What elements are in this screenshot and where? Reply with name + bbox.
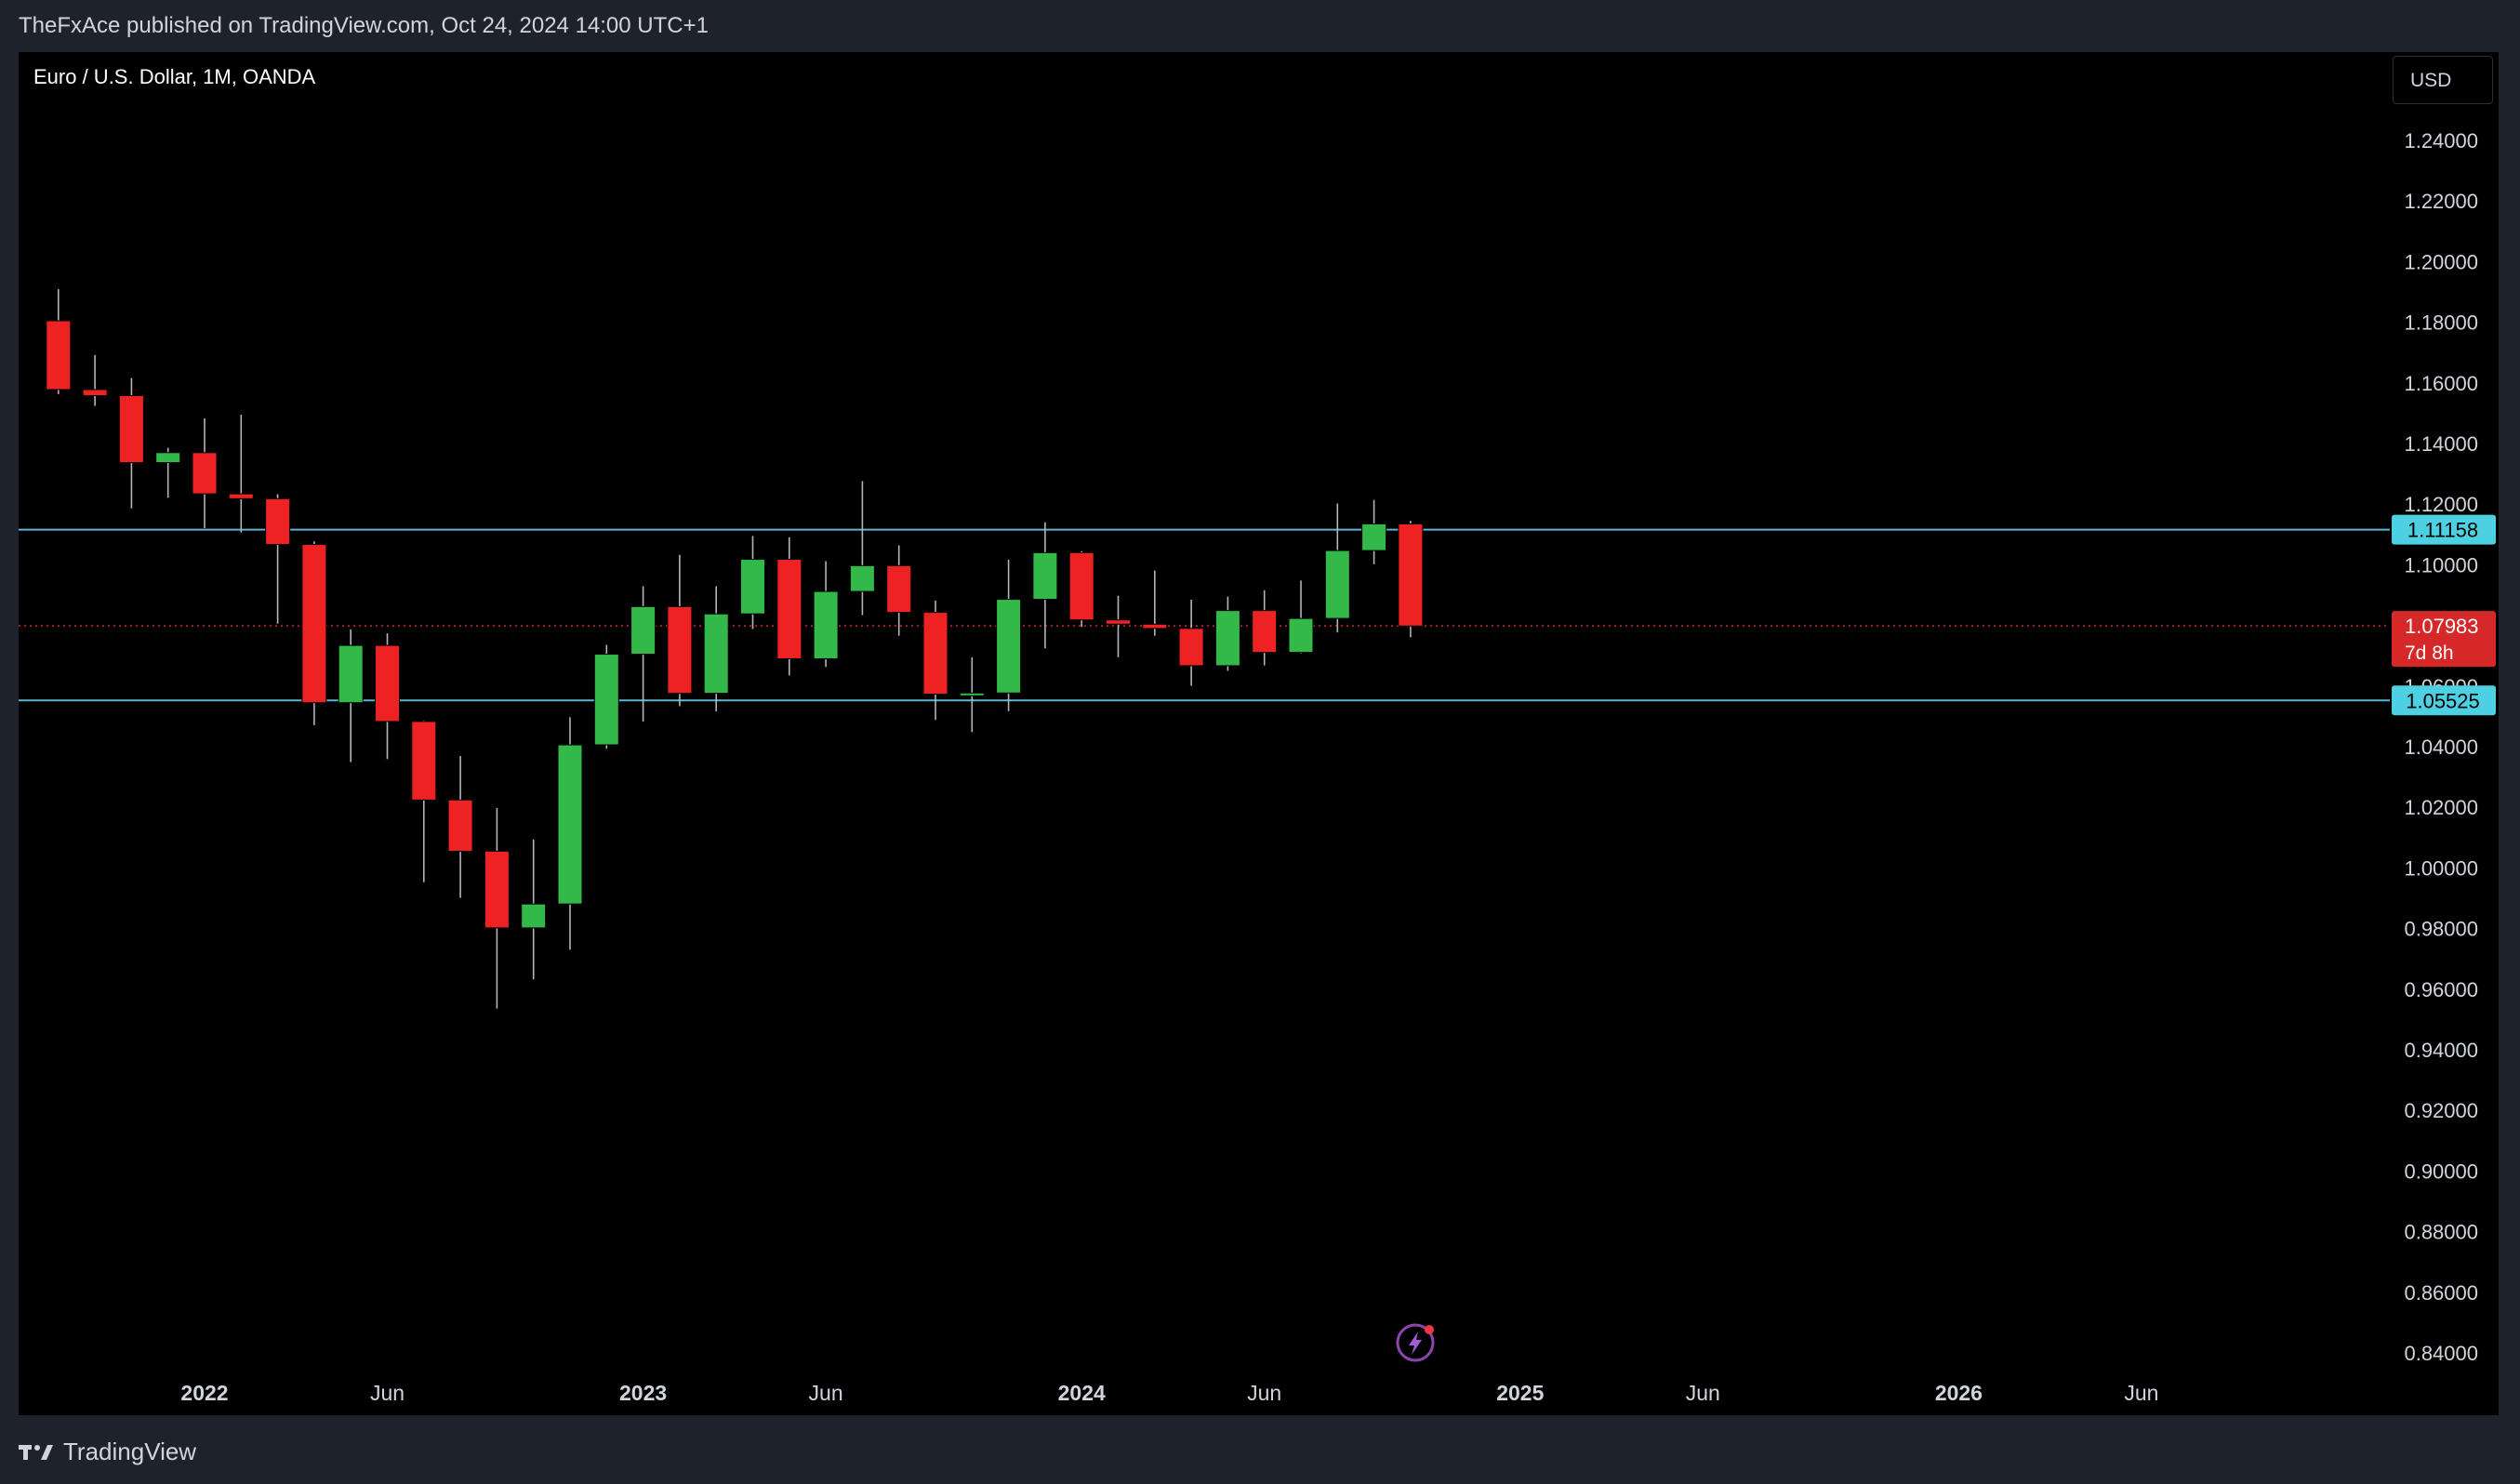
x-axis-tick-label: Jun — [2124, 1381, 2158, 1405]
candle-body[interactable] — [1178, 628, 1204, 667]
x-axis-tick-label: 2022 — [180, 1381, 228, 1405]
candle-body[interactable] — [1214, 610, 1240, 667]
candle-body[interactable] — [82, 389, 108, 396]
y-axis-tick-label: 1.14000 — [2404, 432, 2478, 456]
candle-body[interactable] — [265, 497, 291, 546]
x-axis-tick-label: Jun — [1686, 1381, 1720, 1405]
y-axis-tick-label: 1.22000 — [2404, 190, 2478, 213]
x-axis-tick-label: Jun — [1247, 1381, 1281, 1405]
chart-pane[interactable]: 1.24000 1.22000 1.20000 1.18000 1.16000 1.140… — [19, 52, 2499, 1415]
candle-body[interactable] — [228, 493, 254, 499]
candle-body[interactable] — [1252, 610, 1278, 654]
candle-body[interactable] — [959, 692, 985, 696]
candle-body[interactable] — [1068, 551, 1094, 621]
y-axis-tick-label: 0.94000 — [2404, 1039, 2478, 1062]
candle-body[interactable] — [192, 452, 218, 495]
y-axis-tick-label: 0.86000 — [2404, 1281, 2478, 1305]
x-axis-tick-label: 2025 — [1496, 1381, 1544, 1405]
level-price-label: 1.05525 — [2406, 689, 2480, 712]
candle-body[interactable] — [557, 744, 583, 905]
candle-body[interactable] — [375, 644, 400, 722]
candle-body[interactable] — [776, 559, 802, 659]
candle-body[interactable] — [740, 559, 765, 615]
candle-body[interactable] — [447, 799, 473, 852]
y-axis-tick-label: 1.02000 — [2404, 796, 2478, 819]
candle-body[interactable] — [630, 605, 657, 656]
tradingview-logo-icon — [19, 1444, 53, 1460]
y-axis-tick-label: 0.90000 — [2404, 1159, 2478, 1183]
candlestick-chart[interactable]: 1.24000 1.22000 1.20000 1.18000 1.16000 1.140… — [19, 52, 2499, 1415]
x-axis-tick-label: Jun — [370, 1381, 405, 1405]
candle-body[interactable] — [155, 452, 181, 464]
candle-body[interactable] — [46, 320, 72, 391]
candle-body[interactable] — [593, 654, 619, 746]
candle-body[interactable] — [301, 544, 327, 704]
candle-body[interactable] — [849, 564, 875, 592]
y-axis-tick-label: 1.12000 — [2404, 493, 2478, 516]
brand-label: TradingView — [63, 1438, 197, 1465]
candle-body[interactable] — [1398, 523, 1424, 627]
notification-dot — [1425, 1325, 1434, 1334]
x-axis-tick-label: Jun — [809, 1381, 843, 1405]
y-axis-tick-label: 1.24000 — [2404, 129, 2478, 152]
lightning-bolt-icon[interactable] — [1396, 1323, 1435, 1362]
candle-body[interactable] — [411, 721, 437, 801]
y-axis-tick-label: 0.96000 — [2404, 978, 2478, 1001]
tradingview-brand[interactable]: TradingView — [19, 1438, 196, 1466]
y-axis-tick-label: 1.10000 — [2404, 553, 2478, 576]
candle-body[interactable] — [886, 564, 912, 614]
y-axis-tick-label: 1.00000 — [2404, 856, 2478, 880]
x-axis-tick-label: 2023 — [619, 1381, 667, 1405]
candle-body[interactable] — [1324, 550, 1350, 619]
symbol-title: Euro / U.S. Dollar, 1M, OANDA — [33, 65, 316, 88]
candle-body[interactable] — [1361, 523, 1387, 551]
candle-body[interactable] — [1032, 551, 1058, 601]
candle-body[interactable] — [1106, 619, 1131, 625]
candle-body[interactable] — [118, 394, 144, 464]
candle-body[interactable] — [1288, 617, 1314, 654]
candle-body[interactable] — [667, 605, 693, 695]
current-price-label-bg — [2392, 611, 2496, 668]
y-axis-tick-label: 0.84000 — [2404, 1342, 2478, 1365]
lightning-bolt-glyph — [1409, 1332, 1422, 1355]
level-price-label-bg — [2392, 514, 2496, 545]
y-axis-tick-label: 0.98000 — [2404, 918, 2478, 941]
candle-body[interactable] — [484, 850, 510, 929]
level-price-label-bg — [2392, 685, 2496, 716]
candle-body[interactable] — [703, 613, 729, 695]
y-axis-tick-label: 1.16000 — [2404, 372, 2478, 395]
y-axis-tick-label: 1.18000 — [2404, 311, 2478, 335]
candle-body[interactable] — [813, 590, 839, 659]
level-price-label: 1.11158 — [2407, 519, 2478, 542]
candle-body[interactable] — [338, 644, 364, 704]
candle-body[interactable] — [996, 599, 1022, 694]
y-axis-tick-label: 0.88000 — [2404, 1221, 2478, 1244]
x-axis-tick-label: 2024 — [1058, 1381, 1106, 1405]
countdown-label: 7d 8h — [2405, 643, 2454, 664]
candle-body[interactable] — [1142, 623, 1168, 629]
candle-body[interactable] — [521, 903, 547, 929]
x-axis-tick-label: 2026 — [1935, 1381, 1983, 1405]
y-axis-tick-label: 0.92000 — [2404, 1099, 2478, 1122]
candle-body[interactable] — [922, 612, 948, 696]
currency-button[interactable]: USD — [2393, 56, 2493, 104]
current-price-label: 1.07983 — [2405, 615, 2479, 638]
y-axis-tick-label: 1.04000 — [2404, 735, 2478, 759]
y-axis-tick-label: 1.20000 — [2404, 250, 2478, 273]
published-by-header: TheFxAce published on TradingView.com, O… — [19, 13, 709, 38]
